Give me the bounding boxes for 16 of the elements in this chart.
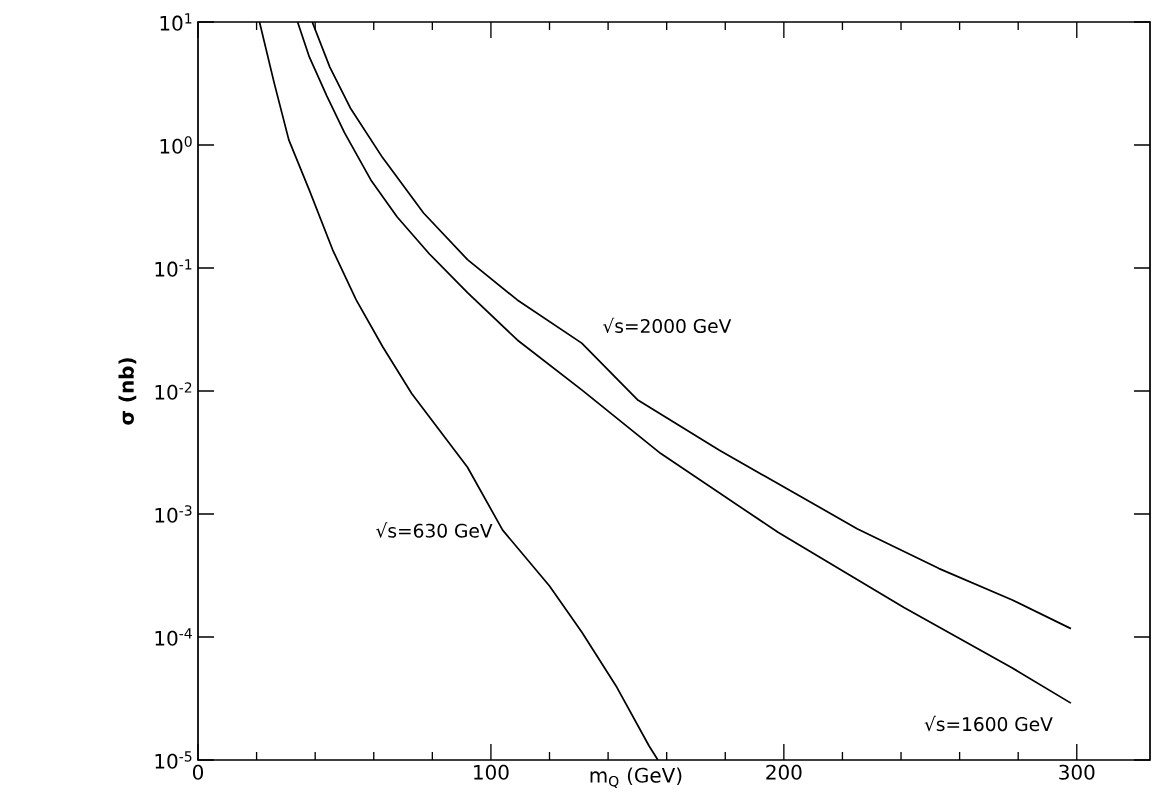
series-label: √s=2000 GeV: [602, 317, 732, 334]
y-axis-title: σ (nb): [118, 358, 137, 425]
y-tick-label: 10$^{-1}$: [155, 259, 192, 277]
series-label: √s=1600 GeV: [924, 715, 1053, 732]
y-tick-label: 10$^{1}$: [160, 13, 192, 31]
y-tick-label: 10$^{-3}$: [155, 505, 192, 523]
series-label: √s=630 GeV: [376, 522, 493, 538]
y-tick-label: 10$^{-5}$: [155, 751, 192, 769]
x-tick-label: 200: [766, 764, 802, 780]
x-tick-label: 0: [192, 764, 204, 780]
x-tick-label: 100: [474, 764, 509, 780]
x-tick-label: 300: [1059, 764, 1095, 780]
y-tick-label: 10$^{-4}$: [155, 628, 192, 646]
y-tick-label: 10$^{-2}$: [155, 382, 192, 400]
x-axis-title: m$_{Q}$ (GeV): [590, 767, 682, 789]
y-tick-label: 10$^{0}$: [160, 136, 192, 154]
